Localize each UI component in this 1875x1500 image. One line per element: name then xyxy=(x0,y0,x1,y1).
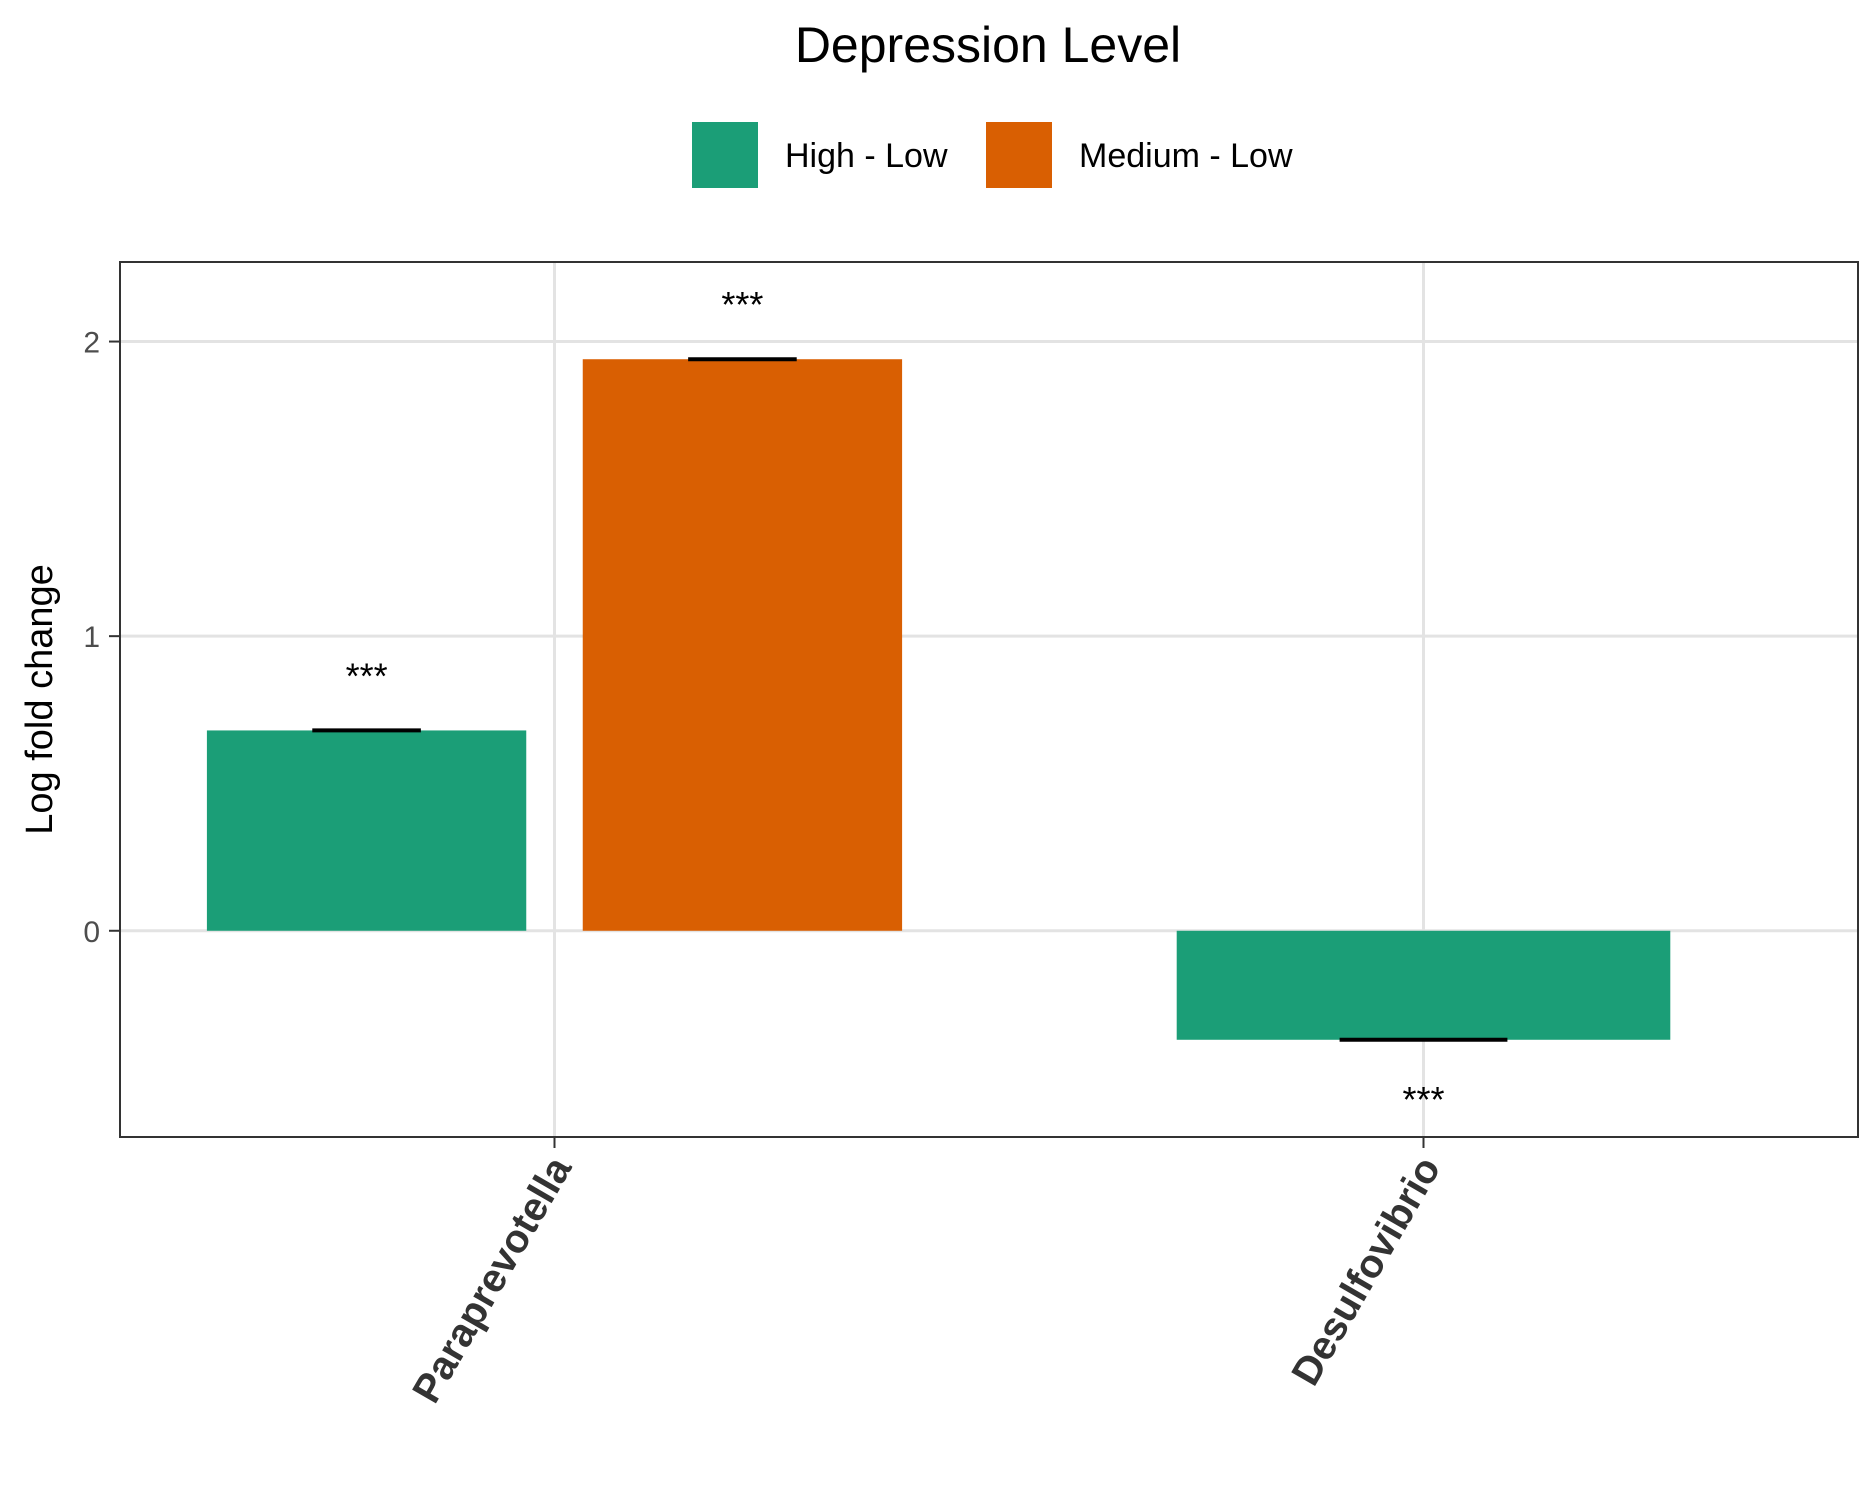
legend-swatch xyxy=(986,122,1052,188)
legend-label: High - Low xyxy=(785,137,948,175)
y-tick-label: 2 xyxy=(83,327,100,360)
legend-title: Depression Level xyxy=(795,17,1181,73)
y-axis-title: Log fold change xyxy=(19,564,61,834)
significance-label: *** xyxy=(1402,1079,1444,1120)
legend-swatch xyxy=(692,122,758,188)
x-tick-label: Paraprevotella xyxy=(404,1149,580,1410)
bar xyxy=(206,730,527,931)
significance-label: *** xyxy=(346,655,388,696)
legend: High - Low Medium - Low xyxy=(692,122,1293,188)
significance-label: *** xyxy=(721,284,763,325)
x-tick-label: Desulfovibrio xyxy=(1283,1150,1449,1393)
panel-border xyxy=(119,261,1859,1138)
y-tick-label: 0 xyxy=(83,916,100,949)
bar xyxy=(582,359,903,931)
bar xyxy=(1176,930,1671,1040)
legend-label: Medium - Low xyxy=(1079,137,1293,175)
bars: *** *** *** xyxy=(206,284,1671,1120)
y-tick-label: 1 xyxy=(83,621,100,654)
